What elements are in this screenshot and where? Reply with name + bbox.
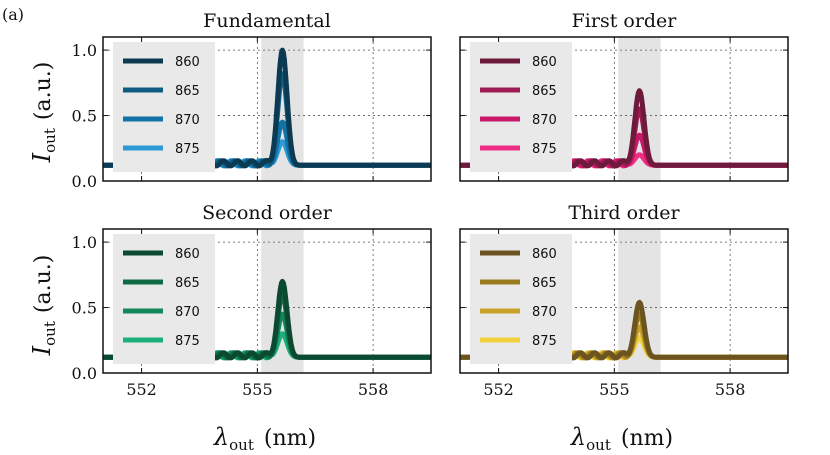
y-tick-label: 0.0: [72, 172, 97, 191]
legend: 860 865 870 875: [470, 42, 572, 172]
panel-4: 860 865 870 875 552 555 558 Third order: [459, 202, 789, 399]
y-tick-label: 1.0: [72, 41, 97, 60]
legend-label-865: 865: [532, 84, 557, 99]
axes-frame: [102, 228, 432, 374]
panels: 860 865 870 875 0.0 0.5 1.0 Fundamental 860 865 87…: [72, 10, 789, 399]
svg-text:Iout(a.u.): Iout(a.u.): [28, 255, 59, 357]
svg-text:Iout(a.u.): Iout(a.u.): [28, 62, 59, 164]
legend: 860 865 870 875: [113, 42, 215, 172]
x-tick-label: 552: [483, 380, 514, 399]
axes-frame: [102, 36, 432, 182]
legend-label-870: 870: [175, 113, 200, 128]
xlabel-right: λout (nm): [570, 423, 673, 454]
legend-label-875: 875: [532, 334, 557, 349]
legend: 860 865 870 875: [113, 234, 215, 364]
x-tick-label: 552: [126, 380, 157, 399]
panel-title: Fundamental: [203, 10, 331, 32]
y-tick-label: 0.5: [72, 107, 97, 126]
x-tick-label: 558: [358, 380, 389, 399]
panel-title: First order: [572, 10, 678, 32]
legend-label-875: 875: [175, 334, 200, 349]
x-tick-label: 555: [242, 380, 273, 399]
legend: 860 865 870 875: [470, 234, 572, 364]
legend-label-865: 865: [175, 276, 200, 291]
panel-3: 860 865 870 875 0.0 0.5 1.0 552 555 558 Second ord…: [72, 202, 432, 399]
panel-1: 860 865 870 875 0.0 0.5 1.0 Fundamental: [72, 10, 432, 191]
y-tick-label: 0.0: [72, 364, 97, 383]
svg-text:λout(nm): λout (nm): [570, 423, 673, 454]
legend-label-870: 870: [532, 305, 557, 320]
legend-label-875: 875: [175, 142, 200, 157]
axes-frame: [459, 228, 789, 374]
legend-label-865: 865: [532, 276, 557, 291]
legend-label-860: 860: [532, 55, 557, 70]
legend-label-860: 860: [175, 55, 200, 70]
panel-title: Third order: [568, 202, 680, 224]
x-tick-label: 555: [599, 380, 630, 399]
x-tick-label: 558: [715, 380, 746, 399]
legend-label-870: 870: [175, 305, 200, 320]
svg-text:λout(nm): λout (nm): [213, 423, 316, 454]
panel-2: 860 865 870 875 First order: [459, 10, 789, 182]
panel-title: Second order: [202, 202, 333, 224]
ylabel-top: Iout(a.u.): [28, 62, 59, 164]
ylabel-bottom: Iout(a.u.): [28, 255, 59, 357]
axes-frame: [459, 36, 789, 182]
legend-label-860: 860: [532, 247, 557, 262]
xlabel-left: λout (nm): [213, 423, 316, 454]
panel-label: (a): [2, 5, 24, 24]
y-tick-label: 1.0: [72, 233, 97, 252]
legend-label-875: 875: [532, 142, 557, 157]
legend-label-865: 865: [175, 84, 200, 99]
legend-label-870: 870: [532, 113, 557, 128]
y-tick-label: 0.5: [72, 299, 97, 318]
legend-label-860: 860: [175, 247, 200, 262]
